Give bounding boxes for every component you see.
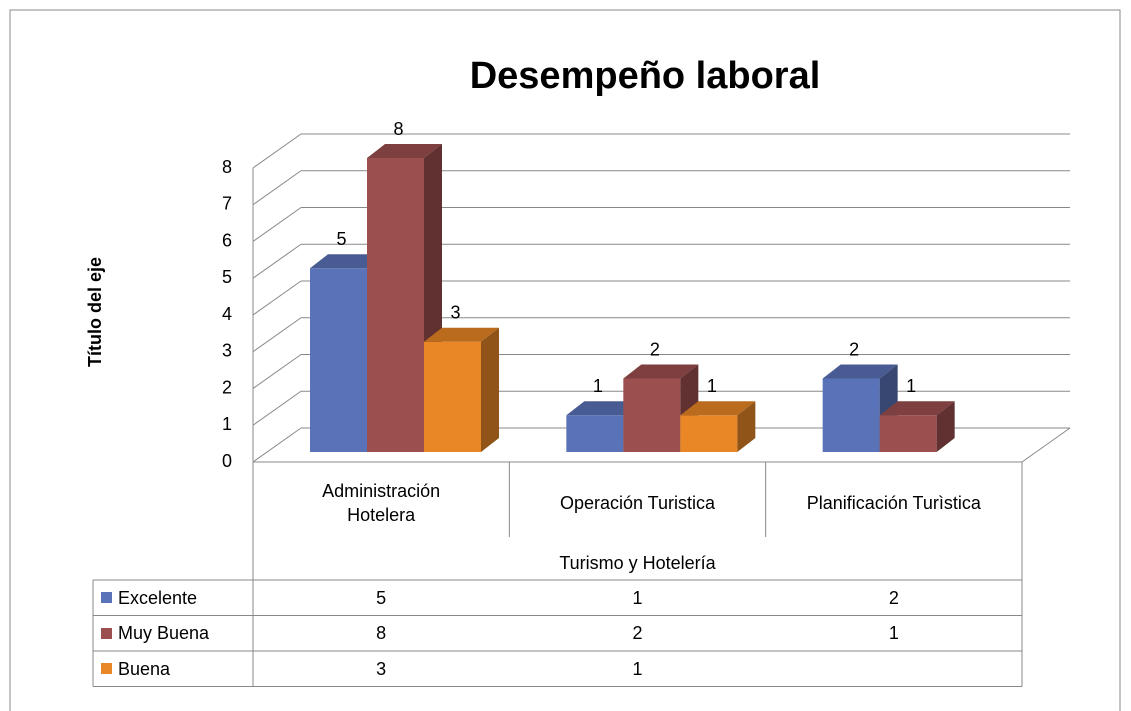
table-cell: 1 xyxy=(632,658,643,679)
grid-line xyxy=(252,390,302,426)
bar-side xyxy=(737,401,756,452)
y-tick-label: 7 xyxy=(222,194,232,214)
y-tick-label: 0 xyxy=(222,451,232,471)
data-label: 3 xyxy=(450,303,460,323)
legend-label: Buena xyxy=(118,658,171,679)
y-tick-label: 2 xyxy=(222,377,232,397)
x-tick-label: Operación Turistica xyxy=(559,493,716,513)
data-label: 2 xyxy=(849,339,859,359)
grid-line xyxy=(252,207,302,242)
bar-top xyxy=(879,401,955,416)
bar-front xyxy=(822,378,880,452)
grid-line xyxy=(252,354,302,389)
grid-line xyxy=(252,243,302,279)
table-cell: 1 xyxy=(888,623,899,644)
bar-front xyxy=(566,415,624,452)
table-cell: 5 xyxy=(376,587,387,608)
bar-front xyxy=(879,415,937,452)
legend-swatch xyxy=(101,592,112,604)
frame xyxy=(9,9,1121,711)
legend-label: Muy Buena xyxy=(118,623,210,644)
y-tick-label: 5 xyxy=(222,267,232,287)
legend-entry: Muy Buena xyxy=(93,616,253,652)
bar-top xyxy=(424,327,499,342)
legend-swatch xyxy=(101,627,112,639)
x-tick-label: Administración Hotelera xyxy=(322,481,441,525)
data-label: 1 xyxy=(593,376,603,396)
bar-top xyxy=(680,401,756,416)
bar-top xyxy=(822,364,898,379)
floor-edge xyxy=(1021,427,1071,463)
y-axis-title: Título del eje xyxy=(85,257,105,367)
bar xyxy=(424,327,499,452)
bar-front xyxy=(623,378,681,452)
bar-top xyxy=(566,401,642,416)
bar xyxy=(680,401,756,452)
grid-line xyxy=(252,133,302,169)
bar-top xyxy=(623,364,699,379)
table-cell: 8 xyxy=(376,623,387,644)
grid-line xyxy=(252,280,302,316)
bar-side xyxy=(481,327,499,452)
table-cell xyxy=(766,651,1022,687)
legend-entry: Buena xyxy=(93,651,253,687)
grid-line xyxy=(252,427,302,463)
bar-top xyxy=(310,254,385,269)
x-axis-title: Turismo y Hotelería xyxy=(559,553,716,573)
data-label: 8 xyxy=(393,119,403,139)
data-label: 1 xyxy=(906,376,916,396)
y-tick-label: 8 xyxy=(222,157,232,177)
data-label: 1 xyxy=(707,376,717,396)
table-cell: 3 xyxy=(376,658,387,679)
table-cell: 2 xyxy=(632,623,643,644)
table-cell: 2 xyxy=(888,587,899,608)
bar-side xyxy=(936,401,955,452)
legend-label: Excelente xyxy=(118,587,198,608)
bar-front xyxy=(310,268,367,452)
grid-line xyxy=(252,317,302,353)
grid-line xyxy=(252,170,302,206)
x-tick-label: Planificación Turìstica xyxy=(806,493,981,513)
chart-title: Desempeño laboral xyxy=(470,55,821,97)
data-label: 2 xyxy=(650,339,660,359)
y-tick-label: 4 xyxy=(222,304,232,324)
bar-front xyxy=(424,341,481,452)
bar-front xyxy=(367,158,424,452)
legend-entry: Excelente xyxy=(93,580,253,616)
bar-top xyxy=(367,144,442,158)
y-tick-label: 6 xyxy=(222,230,232,250)
data-label: 5 xyxy=(336,229,346,249)
y-tick-label: 3 xyxy=(222,341,232,361)
bar xyxy=(879,401,955,452)
bar-front xyxy=(680,415,738,452)
table-cell: 1 xyxy=(632,587,643,608)
legend-swatch xyxy=(101,663,112,675)
y-tick-label: 1 xyxy=(222,414,232,434)
